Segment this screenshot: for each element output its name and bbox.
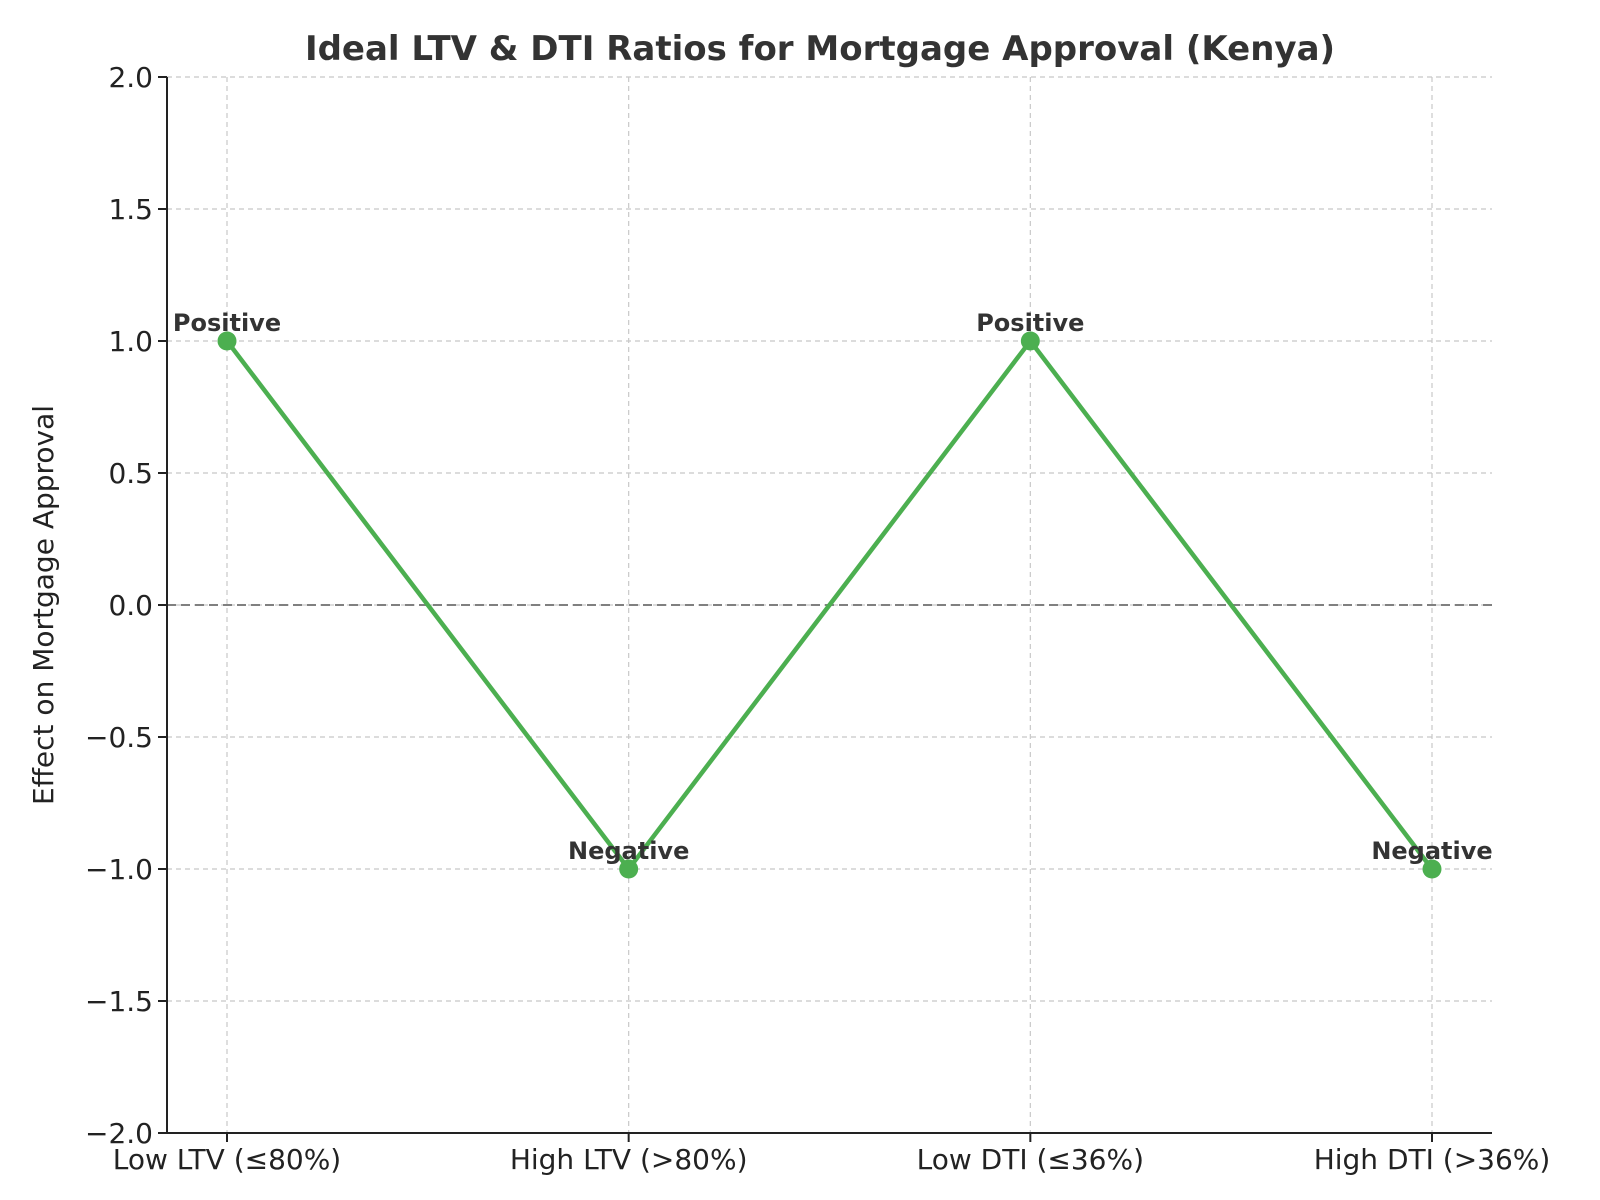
y-tick-label: 1.0 xyxy=(108,325,153,358)
data-point xyxy=(1422,859,1442,879)
data-label: Positive xyxy=(976,309,1084,337)
series-line xyxy=(225,338,1434,872)
x-tick-label: High LTV (>80%) xyxy=(510,1143,748,1176)
y-axis-label: Effect on Mortgage Approval xyxy=(27,405,60,805)
x-tick-label: Low LTV (≤80%) xyxy=(113,1143,341,1176)
y-ticks: 2.0 1.5 1.0 0.5 0.0 −0.5 −1.0 −1.5 −2.0 xyxy=(85,61,167,1150)
y-tick-label: 0.5 xyxy=(108,457,153,490)
data-label: Negative xyxy=(1371,837,1492,865)
data-label: Positive xyxy=(173,309,281,337)
chart-title: Ideal LTV & DTI Ratios for Mortgage Appr… xyxy=(305,29,1335,69)
data-point xyxy=(619,859,639,879)
y-tick-label: 1.5 xyxy=(108,193,153,226)
grid xyxy=(167,76,1492,1134)
data-point xyxy=(217,331,237,351)
series: Positive Negative Positive Negative xyxy=(173,309,1493,879)
x-tick-label: High DTI (>36%) xyxy=(1314,1143,1551,1176)
y-tick-label: 0.0 xyxy=(108,589,153,622)
y-tick-label: −1.5 xyxy=(85,985,153,1018)
y-tick-label: −0.5 xyxy=(85,721,153,754)
y-tick-label: 2.0 xyxy=(108,61,153,94)
y-tick-label: −1.0 xyxy=(85,853,153,886)
data-label: Negative xyxy=(568,837,689,865)
y-tick-label: −2.0 xyxy=(85,1117,153,1150)
x-ticks: Low LTV (≤80%) High LTV (>80%) Low DTI (≤3… xyxy=(113,1133,1551,1176)
x-tick-label: Low DTI (≤36%) xyxy=(917,1143,1144,1176)
data-point xyxy=(1020,331,1040,351)
